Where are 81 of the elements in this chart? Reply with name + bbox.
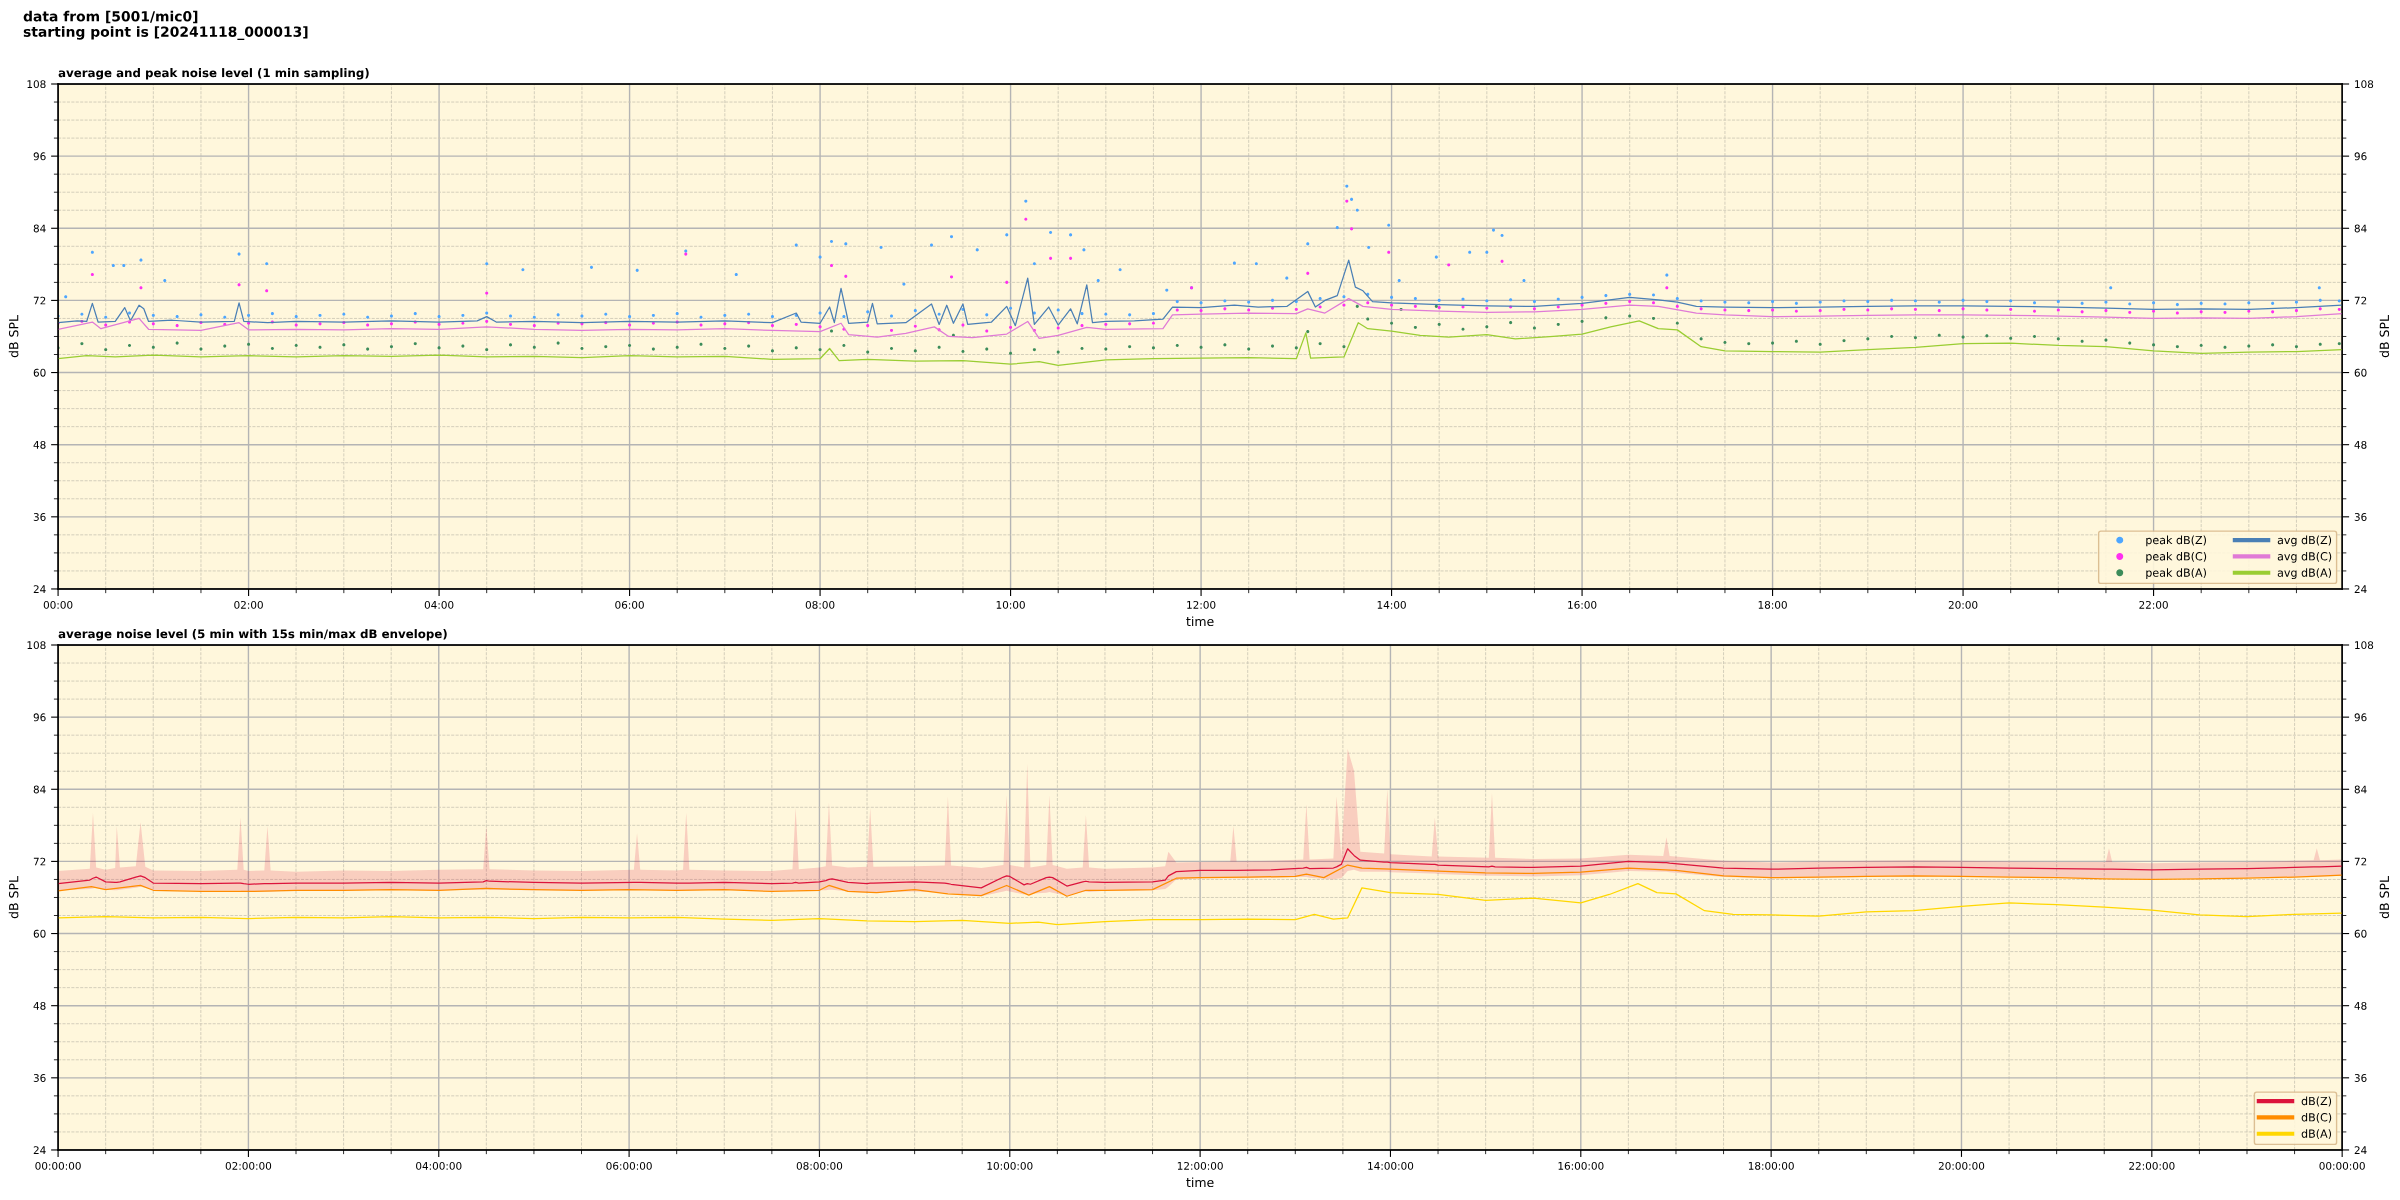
x-tick-label: 18:00:00 (1748, 1161, 1794, 1170)
y-tick-label: 36 (33, 1074, 46, 1082)
x-tick-label: 00:00 (43, 600, 73, 609)
text: starting point is [20241118_000013] (23, 26, 308, 40)
y-tick-label: 24 (33, 1146, 46, 1154)
y2-tick-label: 60 (2354, 929, 2367, 938)
text: data from [5001/mic0] (23, 10, 198, 24)
x-tick-label: 10:00:00 (987, 1161, 1033, 1170)
x-tick-label: 02:00 (234, 600, 263, 609)
y2-tick-label: 24 (2354, 585, 2367, 593)
y2-tick-label: 96 (2354, 713, 2367, 722)
y2-tick-label: 60 (2354, 368, 2367, 377)
x-tick-label: 10:00 (996, 600, 1025, 609)
legend-label: peak dB(A) (2146, 568, 2206, 579)
x-tick-label: 14:00:00 (1368, 1161, 1414, 1170)
chart-title: average noise level (5 min with 15s min/max dB envelope) (58, 629, 447, 641)
y-tick-label: 36 (33, 513, 46, 521)
x-tick-label: 00:00:00 (35, 1161, 81, 1170)
x-tick-label: 06:00 (615, 600, 644, 609)
line-series (58, 864, 2343, 897)
x-tick-label: 16:00 (1568, 600, 1597, 609)
y-tick-label: 108 (27, 80, 46, 89)
legend-label: avg dB(C) (2277, 551, 2332, 563)
y2-tick-label: 72 (2354, 296, 2367, 305)
y2-axis-title: dB SPL (2379, 315, 2390, 358)
y2-tick-label: 108 (2355, 641, 2374, 650)
legend-label: peak dB(C) (2146, 551, 2207, 563)
x-tick-label: 12:00:00 (1177, 1161, 1223, 1170)
legend-label: dB(A) (2301, 1129, 2332, 1140)
y-tick-label: 60 (33, 929, 46, 938)
y-tick-label: 84 (33, 224, 46, 233)
line-series (58, 320, 2343, 366)
legend-label: dB(C) (2301, 1112, 2332, 1123)
x-tick-label: 20:00 (1948, 600, 1978, 609)
y-tick-label: 84 (33, 785, 46, 794)
y-tick-label: 48 (33, 1001, 46, 1010)
x-tick-label: 22:00 (2139, 600, 2168, 609)
y2-tick-label: 24 (2354, 1146, 2367, 1154)
line-series (58, 883, 2343, 926)
y-tick-label: 108 (27, 641, 46, 650)
y-axis-title: dB SPL (8, 876, 19, 919)
x-tick-label: 08:00 (805, 600, 835, 609)
x-tick-label: 08:00:00 (796, 1161, 843, 1170)
y2-tick-label: 36 (2354, 1074, 2367, 1082)
line-series (58, 848, 2343, 889)
x-tick-label: 04:00 (424, 600, 454, 609)
legend-label: peak dB(Z) (2146, 535, 2206, 547)
y2-tick-label: 84 (2354, 785, 2367, 794)
y-tick-label: 72 (33, 296, 46, 305)
legend-label: avg dB(Z) (2277, 535, 2332, 547)
x-tick-label: 00:00:00 (2319, 1161, 2365, 1170)
x-axis-title: time (1186, 1177, 1214, 1188)
chart-title: average and peak noise level (1 min sampling) (58, 68, 369, 80)
x-axis-title: time (1186, 616, 1214, 627)
line-series (58, 297, 2343, 339)
y2-tick-label: 36 (2354, 513, 2367, 521)
x-tick-label: 06:00:00 (606, 1161, 652, 1170)
y-tick-label: 72 (33, 857, 46, 866)
y-tick-label: 96 (33, 152, 46, 161)
legend-label: avg dB(A) (2277, 568, 2332, 579)
x-tick-label: 20:00:00 (1938, 1161, 1985, 1170)
y-tick-label: 24 (33, 585, 46, 593)
y2-tick-label: 108 (2355, 80, 2374, 89)
y2-tick-label: 84 (2354, 224, 2367, 233)
x-tick-label: 14:00 (1377, 600, 1406, 609)
legend-label: dB(Z) (2301, 1096, 2332, 1107)
y-tick-label: 48 (33, 440, 46, 449)
y-tick-label: 60 (33, 368, 46, 377)
y-tick-label: 96 (33, 713, 46, 722)
y2-axis-title: dB SPL (2379, 876, 2390, 919)
x-tick-label: 12:00 (1187, 600, 1216, 609)
x-tick-label: 18:00 (1758, 600, 1787, 609)
x-tick-label: 22:00:00 (2129, 1161, 2175, 1170)
y2-tick-label: 48 (2354, 440, 2367, 449)
x-tick-label: 16:00:00 (1558, 1161, 1604, 1170)
y-axis-title: dB SPL (8, 315, 19, 358)
x-tick-label: 02:00:00 (225, 1161, 272, 1170)
y2-tick-label: 48 (2354, 1001, 2367, 1010)
y2-tick-label: 72 (2354, 857, 2367, 866)
x-tick-label: 04:00:00 (416, 1161, 462, 1170)
y2-tick-label: 96 (2354, 152, 2367, 161)
